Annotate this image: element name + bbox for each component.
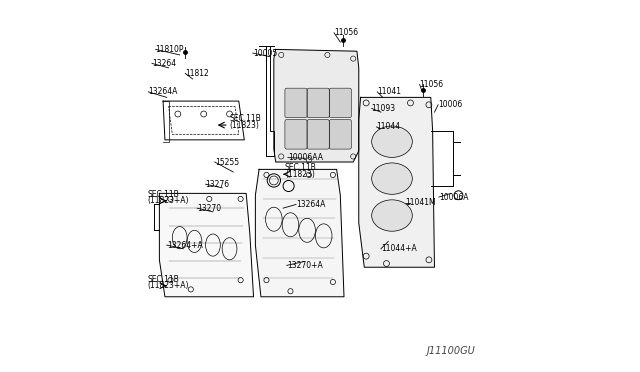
- Text: 11093: 11093: [372, 104, 396, 113]
- Text: 10006AA: 10006AA: [288, 153, 323, 162]
- FancyBboxPatch shape: [285, 88, 307, 118]
- Text: 13270+A: 13270+A: [287, 261, 323, 270]
- FancyBboxPatch shape: [307, 88, 329, 118]
- Ellipse shape: [372, 163, 412, 194]
- Polygon shape: [359, 97, 435, 267]
- FancyBboxPatch shape: [307, 119, 329, 149]
- Text: 13270: 13270: [197, 203, 221, 213]
- Text: 11812: 11812: [185, 69, 209, 78]
- Text: 13264A: 13264A: [296, 200, 325, 209]
- Text: 11056: 11056: [420, 80, 444, 89]
- Text: 13264: 13264: [152, 59, 176, 68]
- Text: SEC.11B: SEC.11B: [148, 190, 179, 199]
- FancyBboxPatch shape: [329, 119, 351, 149]
- Text: 11810P: 11810P: [156, 45, 184, 54]
- Text: (11823+A): (11823+A): [148, 196, 189, 205]
- Text: SEC.11B: SEC.11B: [230, 114, 261, 124]
- Text: 11041: 11041: [377, 87, 401, 96]
- FancyBboxPatch shape: [285, 119, 307, 149]
- Text: J11100GU: J11100GU: [426, 346, 475, 356]
- Text: 11041M: 11041M: [405, 198, 436, 207]
- Polygon shape: [159, 193, 253, 297]
- Text: (11823): (11823): [230, 121, 259, 130]
- Text: 13264+A: 13264+A: [167, 241, 202, 250]
- Text: 13264A: 13264A: [148, 87, 178, 96]
- Text: 11044+A: 11044+A: [381, 244, 417, 253]
- Text: (11823): (11823): [285, 170, 315, 179]
- Text: 11044: 11044: [376, 122, 401, 131]
- FancyBboxPatch shape: [329, 88, 351, 118]
- Text: SEC.11B: SEC.11B: [285, 163, 317, 173]
- Text: (11823+A): (11823+A): [148, 281, 189, 290]
- Polygon shape: [255, 169, 344, 297]
- Text: 10005: 10005: [253, 49, 277, 58]
- Text: 13276: 13276: [205, 180, 230, 189]
- Text: 10006: 10006: [438, 100, 463, 109]
- Text: 11056: 11056: [334, 28, 358, 37]
- Text: SEC.11B: SEC.11B: [148, 275, 179, 284]
- Text: 10006A: 10006A: [439, 193, 468, 202]
- Text: 15255: 15255: [215, 157, 239, 167]
- Polygon shape: [274, 49, 359, 162]
- Ellipse shape: [372, 200, 412, 231]
- Ellipse shape: [372, 126, 412, 157]
